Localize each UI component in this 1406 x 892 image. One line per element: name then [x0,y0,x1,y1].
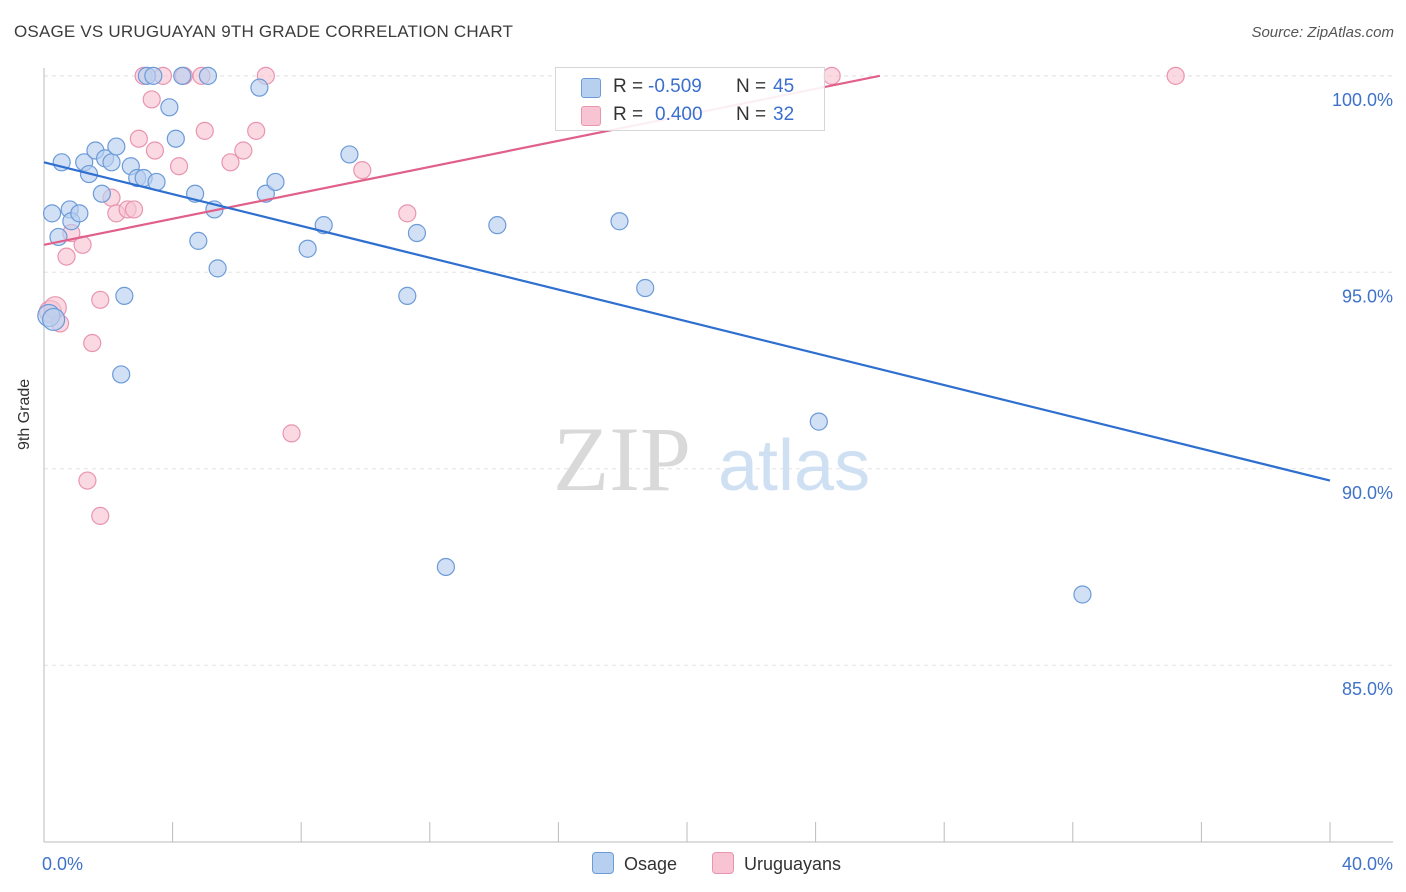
uruguayans-point [142,90,161,109]
uruguayans-point [145,141,165,160]
osage-point [436,557,455,577]
uruguayans-point [57,247,76,266]
x-tick-label-max: 40.0% [1342,854,1393,874]
osage-point [407,223,427,243]
uruguayans-swatch [581,106,601,126]
osage-point [144,66,163,85]
uruguayans-point [822,66,841,85]
legend-n-label: N = [736,104,767,125]
uruguayans-point [195,121,214,140]
bottom-legend-uruguayans[interactable]: Uruguayans [712,852,841,875]
osage-point [198,66,218,85]
uruguayans-point [91,290,110,309]
osage-point [107,137,126,156]
osage-point [160,98,179,117]
uruguayans-point [83,333,102,353]
uruguayans-point [398,204,417,223]
uruguayans-point [124,200,144,219]
osage-trend-line [43,161,1331,482]
y-tick-label: 85.0% [1342,679,1393,699]
osage-legend-swatch [592,852,614,874]
uruguayans-point [353,161,372,180]
uruguayans-point [247,121,266,140]
uruguayans-point [169,157,189,176]
osage-point [610,212,629,231]
osage-point [256,184,275,203]
osage-point [92,184,111,203]
legend-r-value-uruguayans: 0.400 [655,104,703,125]
osage-point [488,216,507,235]
osage-point [340,145,359,164]
legend-n-value-uruguayans: 32 [773,104,795,125]
legend-r-value-osage: -0.509 [648,76,702,97]
osage-point [102,153,121,172]
watermark: ZIP atlas [553,408,870,510]
legend-row-uruguayans: R = 0.400 N = 32 [556,100,824,130]
osage-point [42,307,66,332]
osage-points [37,66,1092,604]
gridlines [44,75,1393,666]
osage-point [636,278,655,298]
watermark-atlas: atlas [718,426,870,506]
watermark-zip: ZIP [553,408,691,510]
legend-r-label: R = [613,104,644,125]
osage-point [189,231,208,250]
y-tick-label: 95.0% [1342,286,1393,306]
uruguayans-point [221,153,240,172]
x-tick-label-min: 0.0% [42,854,83,874]
chart-title: OSAGE VS URUGUAYAN 9TH GRADE CORRELATION… [14,22,514,41]
source-label: Source: ZipAtlas.com [1251,24,1394,41]
axes [43,68,1393,843]
osage-swatch [581,78,601,98]
uruguayans-legend-label: Uruguayans [744,854,842,874]
y-tick-label: 100.0% [1332,90,1393,110]
y-tick-label: 90.0% [1342,483,1393,503]
y-tick-labels: 85.0% 90.0% 95.0% 100.0% [1332,90,1393,699]
osage-point [266,172,285,192]
osage-point [173,66,192,85]
uruguayans-legend-swatch [712,852,734,874]
osage-point [1073,585,1092,604]
uruguayans-point [234,141,253,160]
osage-point [250,78,269,97]
osage-point [70,204,89,223]
bottom-legend-osage[interactable]: Osage [592,852,677,875]
legend-n-value-osage: 45 [773,76,795,97]
legend-row-osage: R = -0.509 N = 45 [556,72,824,102]
osage-point [298,239,317,258]
osage-legend-label: Osage [624,854,678,874]
osage-point [115,286,134,305]
osage-point [208,259,227,278]
uruguayans-point [1166,66,1185,85]
osage-point [112,365,131,384]
osage-point [166,129,185,148]
osage-point [42,204,62,223]
uruguayans-point [78,471,97,490]
osage-point [398,286,417,305]
legend-r-label: R = [613,76,644,97]
uruguayans-point [129,129,148,148]
uruguayans-point [91,506,110,525]
correlation-legend: R = -0.509 N = 45 R = 0.400 N = 32 [555,67,825,131]
uruguayans-point [282,424,301,443]
legend-n-label: N = [736,76,767,97]
osage-point [809,412,828,431]
